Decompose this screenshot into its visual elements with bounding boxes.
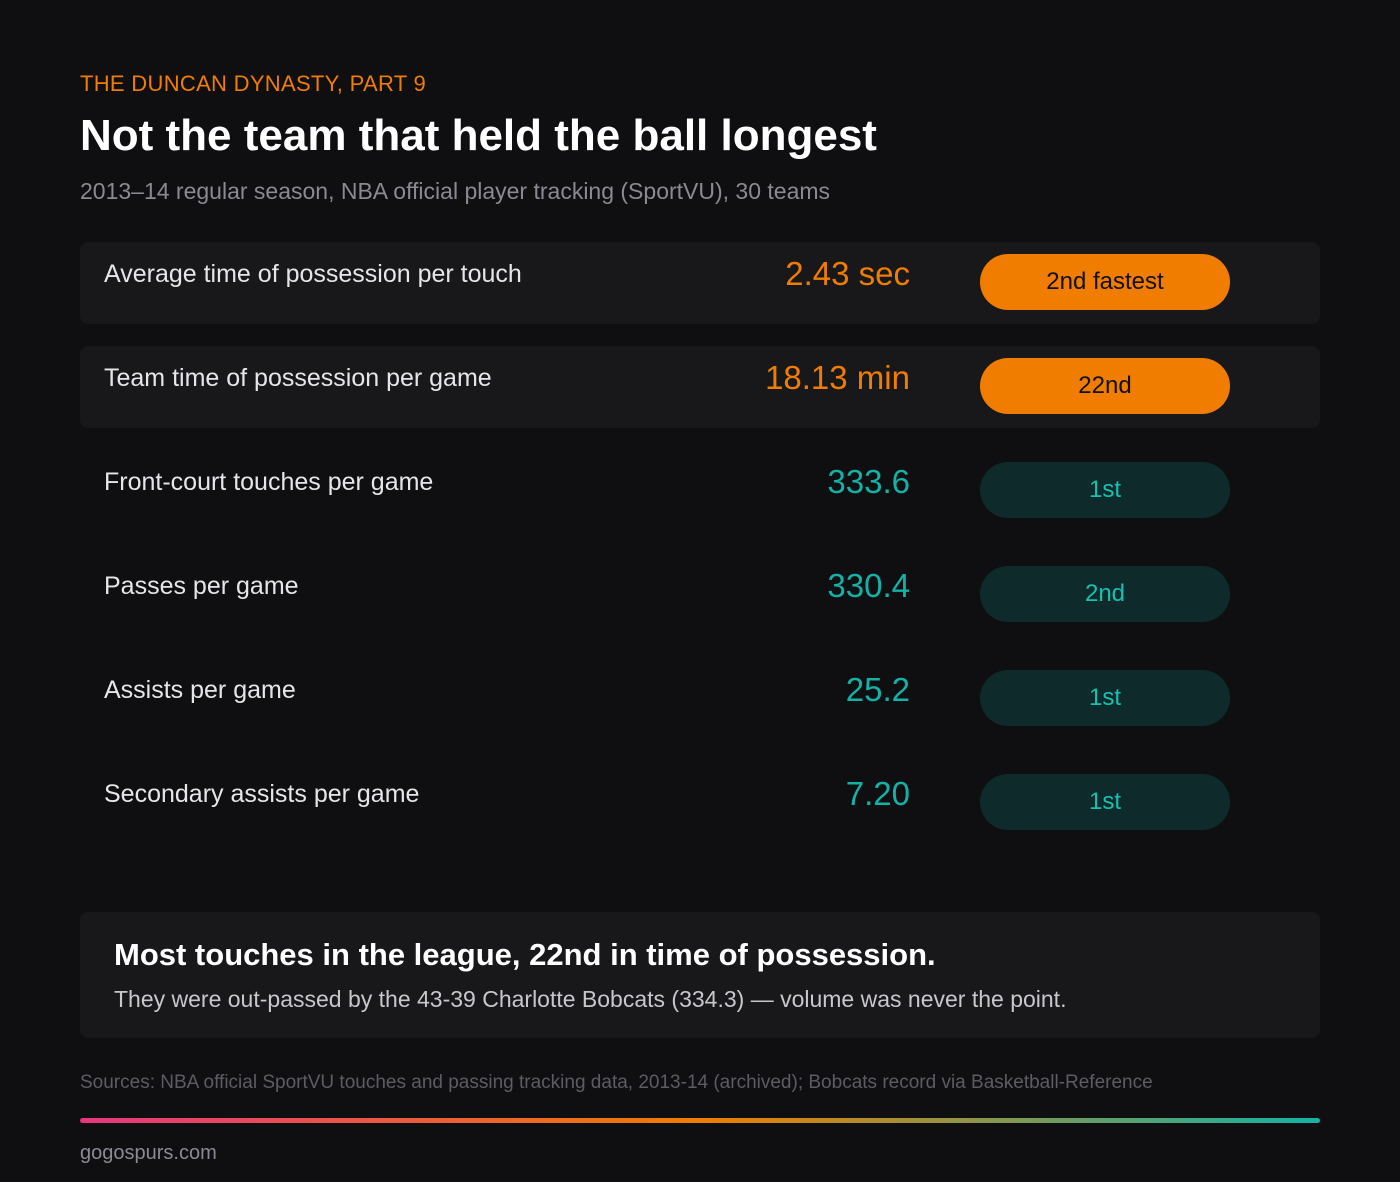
- stat-value: 7.20: [845, 775, 910, 812]
- stat-value: 333.6: [827, 463, 910, 500]
- stat-row: Assists per game 25.2 1st: [80, 658, 1320, 740]
- rank-badge: 1st: [980, 774, 1230, 830]
- subtitle: 2013–14 regular season, NBA official pla…: [80, 178, 831, 204]
- stat-value: 2.43 sec: [785, 255, 910, 292]
- rank-badge: 2nd: [980, 566, 1230, 622]
- callout-headline: Most touches in the league, 22nd in time…: [114, 937, 936, 972]
- stat-row: Passes per game 330.4 2nd: [80, 554, 1320, 636]
- stat-value: 330.4: [827, 567, 910, 604]
- site-credit: gogospurs.com: [80, 1142, 217, 1164]
- stat-label: Secondary assists per game: [104, 780, 420, 808]
- rank-badge: 22nd: [980, 358, 1230, 414]
- stat-label: Average time of possession per touch: [104, 260, 522, 288]
- stat-row: Average time of possession per touch 2.4…: [80, 242, 1320, 324]
- callout-body: They were out-passed by the 43-39 Charlo…: [114, 986, 1067, 1012]
- rank-badge: 2nd fastest: [980, 254, 1230, 310]
- stat-label: Assists per game: [104, 676, 296, 704]
- rank-badge: 1st: [980, 670, 1230, 726]
- stat-label: Team time of possession per game: [104, 364, 492, 392]
- stat-row: Front-court touches per game 333.6 1st: [80, 450, 1320, 532]
- callout-box: Most touches in the league, 22nd in time…: [80, 912, 1320, 1038]
- stat-label: Passes per game: [104, 572, 299, 600]
- stat-label: Front-court touches per game: [104, 468, 434, 496]
- page-title: Not the team that held the ball longest: [80, 111, 877, 160]
- stats-table: Average time of possession per touch 2.4…: [80, 242, 1320, 866]
- gradient-divider: [80, 1118, 1320, 1123]
- stat-value: 18.13 min: [765, 359, 910, 396]
- sources-note: Sources: NBA official SportVU touches an…: [80, 1072, 1153, 1093]
- rank-badge: 1st: [980, 462, 1230, 518]
- stat-value: 25.2: [845, 671, 910, 708]
- kicker: THE DUNCAN DYNASTY, PART 9: [80, 71, 427, 96]
- stat-row: Secondary assists per game 7.20 1st: [80, 762, 1320, 844]
- stat-row: Team time of possession per game 18.13 m…: [80, 346, 1320, 428]
